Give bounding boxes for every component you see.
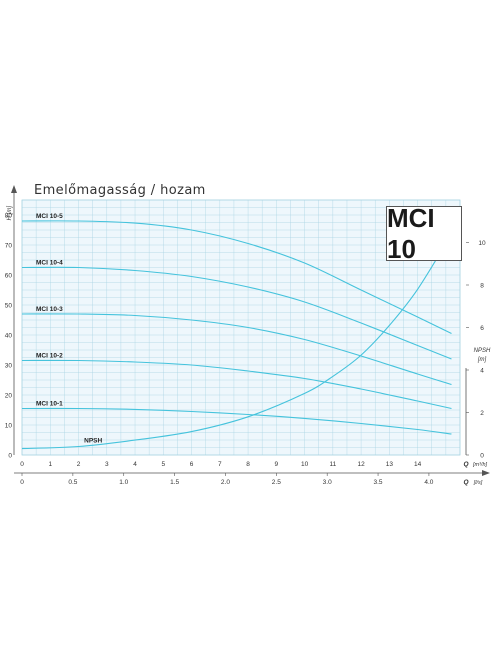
x-tick-label-ls: 4.0 [424,479,433,486]
y-tick-label: 70 [5,243,13,250]
x-tick-label-m3h: 8 [246,461,250,468]
x-tick-label-ls: 0 [20,479,24,486]
y2-tick-label: 10 [478,240,486,247]
x-tick-label-m3h: 0 [20,461,24,468]
y-tick-label: 0 [8,453,12,460]
x-tick-label-m3h: 7 [218,461,222,468]
x-tick-label-m3h: 14 [414,461,422,468]
y-tick-label: 80 [5,213,13,220]
y-tick-label: 10 [5,423,13,430]
x-tick-label-ls: 0.5 [68,479,77,486]
series-label: MCI 10-1 [36,401,63,408]
y2-tick-label: 2 [480,410,484,417]
series-line-mci-10-3 [21,313,452,386]
y-tick-label: 40 [5,333,13,340]
x-tick-label-m3h: 4 [133,461,137,468]
chart-title: Emelőmagasság / hozam [34,183,206,198]
x-axis-unit-ls: [l/s] [473,480,483,486]
x-tick-label-m3h: 9 [275,461,279,468]
y2-tick-label: 0 [480,453,484,460]
x-axis-label-ls: Q [463,479,468,486]
series-line-npsh [21,233,452,450]
series-line-mci-10-2 [21,359,452,410]
series-label: MCI 10-4 [36,260,63,267]
x-axis-label-m3h: Q [463,461,468,468]
y2-tick-label: 6 [480,325,484,332]
series-line-mci-10-1 [21,407,452,435]
y-axis-label: H [m] [7,206,13,221]
x-tick-label-m3h: 11 [329,461,336,468]
x-axis-unit-m3h: [m³/h] [472,462,488,468]
plot-border [21,199,461,456]
x-tick-label-ls: 3.0 [323,479,332,486]
series-label: MCI 10-5 [36,213,63,220]
series-line-mci-10-4 [21,266,452,360]
x-axis-arrow [482,470,490,476]
series-label: NPSH [84,438,102,445]
y2-tick-label: 8 [480,283,484,290]
x-tick-label-m3h: 12 [357,461,365,468]
x-tick-label-m3h: 5 [161,461,165,468]
x-tick-label-ls: 1.5 [170,479,179,486]
x-tick-label-ls: 3.5 [374,479,383,486]
x-tick-label-ls: 2.0 [221,479,230,486]
y-tick-label: 50 [5,303,13,310]
y2-tick-label: 4 [480,368,484,375]
x-tick-label-m3h: 6 [190,461,194,468]
x-tick-label-ls: 2.5 [272,479,281,486]
x-tick-label-m3h: 2 [77,461,81,468]
y2-axis-label: NPSH [474,348,491,354]
x-tick-label-m3h: 10 [301,461,309,468]
x-tick-label-ls: 1.0 [119,479,128,486]
y-tick-label: 30 [5,363,13,370]
model-label: MCI 10 [386,203,462,264]
y-tick-label: 20 [5,393,13,400]
x-tick-label-m3h: 13 [386,461,394,468]
y-axis-arrow [11,185,17,193]
series-label: MCI 10-2 [36,353,63,360]
x-tick-label-m3h: 3 [105,461,109,468]
y-tick-label: 60 [5,273,13,280]
y2-axis-unit: [m] [477,357,487,363]
x-tick-label-m3h: 1 [48,461,52,468]
series-label: MCI 10-3 [36,306,63,313]
